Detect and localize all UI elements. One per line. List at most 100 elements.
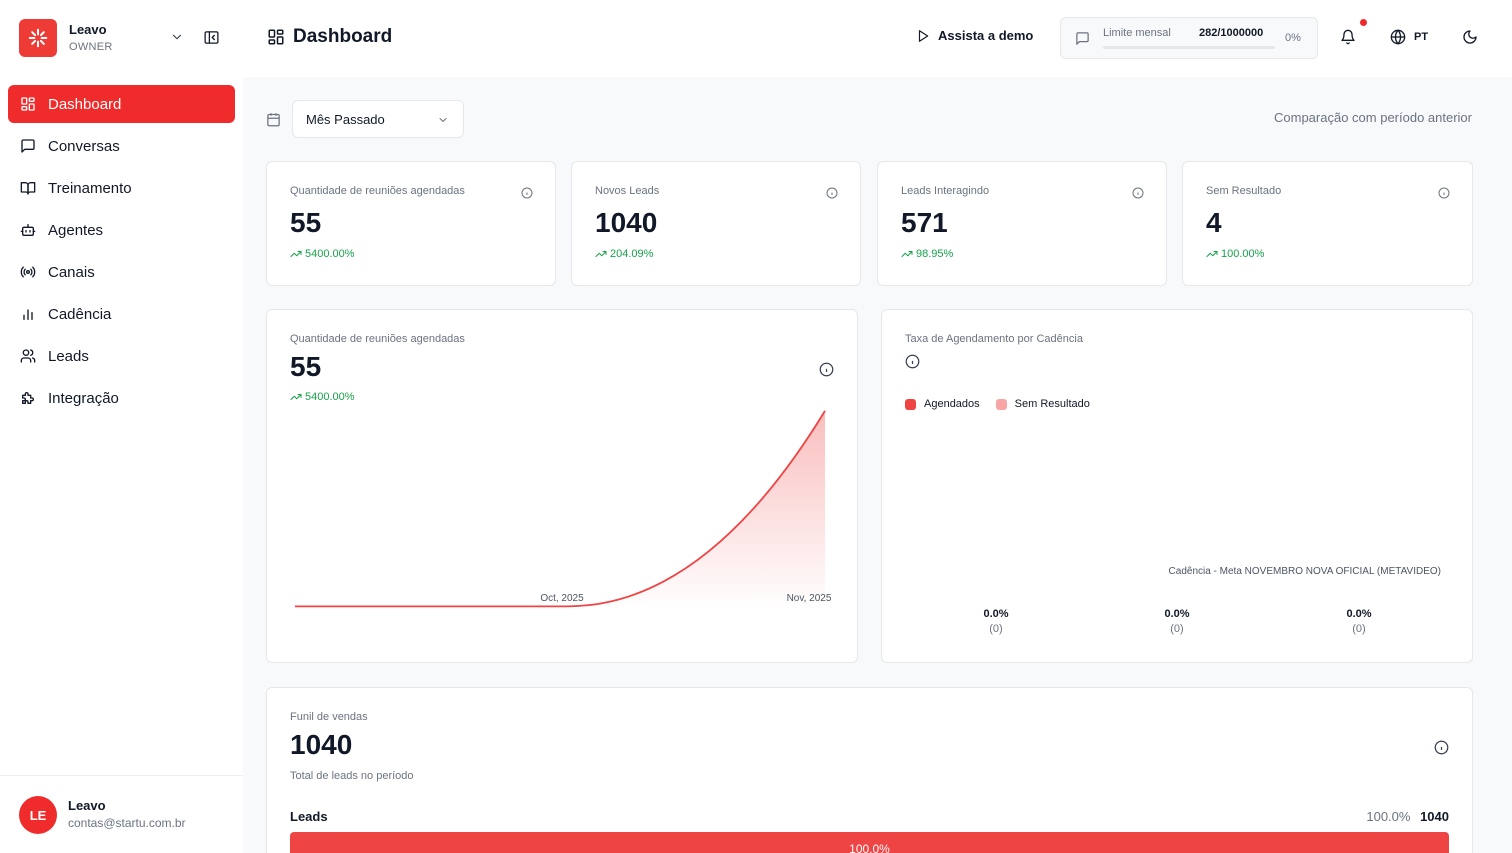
sidebar-item-integracao[interactable]: Integração [8,379,235,417]
cadence-column: 0.0% (0) [1319,608,1399,635]
globe-icon [1390,29,1406,45]
stat-change: 98.95% [901,248,953,260]
comparison-label: Comparação com período anterior [1274,110,1472,125]
trending-up-icon [595,248,607,260]
info-icon[interactable] [1438,186,1450,204]
info-icon[interactable] [1434,740,1449,760]
meetings-line-chart: Oct, 2025 Nov, 2025 [295,410,832,610]
sidebar-item-label: Integração [48,389,119,407]
play-icon [916,29,930,43]
users-icon [20,348,36,364]
chart-label: Quantidade de reuniões agendadas [290,333,465,345]
x-tick-label: Oct, 2025 [540,593,584,604]
sidebar-item-cadencia[interactable]: Cadência [8,295,235,333]
workspace-name: Leavo [69,21,107,37]
cadence-column-count: (0) [989,623,1003,635]
info-icon[interactable] [826,186,838,204]
chevron-down-icon[interactable] [170,30,184,49]
stat-change: 204.09% [595,248,653,260]
sidebar-item-agentes[interactable]: Agentes [8,211,235,249]
cadence-column: 0.0% (0) [1137,608,1217,635]
stat-value: 4 [1206,207,1222,238]
user-menu[interactable]: LE Leavo contas@startu.com.br [0,775,243,853]
sidebar-item-leads[interactable]: Leads [8,337,235,375]
watch-demo-button[interactable]: Assista a demo [916,28,1033,43]
workspace-role: OWNER [69,40,113,53]
funnel-value: 1040 [290,729,353,760]
bar-chart-icon [20,306,36,322]
info-icon[interactable] [1132,186,1144,204]
main-content: Mês Passado Comparação com período anter… [243,77,1512,853]
period-select[interactable]: Mês Passado [292,100,464,138]
puzzle-icon [20,390,36,406]
sidebar-nav: Dashboard Conversas Treinamento Agentes … [8,85,235,421]
legend-item-scheduled: Agendados [905,398,980,410]
chat-icon [20,138,36,154]
stat-change: 5400.00% [290,248,355,260]
calendar-icon [266,112,281,132]
sidebar-item-canais[interactable]: Canais [8,253,235,291]
stat-card-no-result: Sem Resultado 4 100.00% [1182,161,1473,286]
stat-value: 55 [290,207,322,238]
sidebar-item-label: Leads [48,347,89,365]
language-selector[interactable]: PT [1390,29,1428,45]
legend-label: Sem Resultado [1014,398,1090,410]
message-icon [1075,31,1090,51]
sidebar-item-label: Treinamento [48,179,132,197]
sidebar-item-treinamento[interactable]: Treinamento [8,169,235,207]
stat-value: 571 [901,207,948,238]
leavo-logo-icon [19,19,57,57]
info-icon[interactable] [521,186,533,204]
chevron-down-icon [437,114,449,129]
cadence-column-count: (0) [1352,623,1366,635]
chart-change: 5400.00% [290,391,355,403]
sales-funnel-card: Funil de vendas 1040 Total de leads no p… [266,687,1473,853]
workspace-switcher[interactable]: Leavo OWNER [19,19,113,57]
period-select-value: Mês Passado [306,111,385,127]
funnel-bar: 100.0% [290,832,1449,853]
bell-icon[interactable] [1340,29,1356,50]
notification-badge [1360,19,1367,26]
monthly-limit-widget: Limite mensal 282/1000000 0% [1060,17,1318,59]
legend-item-no-result: Sem Resultado [995,398,1090,410]
cadence-column: 0.0% (0) [956,608,1036,635]
stat-card-meetings: Quantidade de reuniões agendadas 55 5400… [266,161,556,286]
meetings-chart-card: Quantidade de reuniões agendadas 55 5400… [266,309,858,663]
trending-up-icon [1206,248,1218,260]
language-label: PT [1414,31,1429,43]
monthly-limit-progress [1103,46,1275,49]
info-icon[interactable] [905,354,920,374]
user-name: Leavo [68,798,106,813]
stat-label: Quantidade de reuniões agendadas [290,185,465,197]
legend-label: Agendados [924,398,980,410]
radio-icon [20,264,36,280]
dashboard-icon [267,28,285,46]
trending-up-icon [901,248,913,260]
sidebar-item-label: Canais [48,263,95,281]
funnel-label: Funil de vendas [290,711,368,723]
monthly-limit-value: 282/1000000 [1199,27,1264,39]
bot-icon [20,222,36,238]
page-title: Dashboard [267,26,392,48]
user-email: contas@startu.com.br [68,816,186,830]
funnel-row-percent: 100.0% [1366,809,1411,824]
sidebar-item-dashboard[interactable]: Dashboard [8,85,235,123]
avatar: LE [19,796,57,834]
cadence-legend: Agendados Sem Resultado [905,398,1106,410]
moon-icon[interactable] [1462,29,1478,50]
monthly-limit-percent: 0% [1285,32,1301,44]
sidebar-item-conversas[interactable]: Conversas [8,127,235,165]
funnel-row-label: Leads [290,809,328,824]
sidebar-item-label: Dashboard [48,95,122,113]
stat-change-value: 5400.00% [305,248,355,260]
cadence-title: Taxa de Agendamento por Cadência [905,333,1083,345]
info-icon[interactable] [819,362,834,382]
stat-label: Novos Leads [595,185,660,197]
funnel-subtitle: Total de leads no período [290,770,414,782]
sidebar-item-label: Cadência [48,305,112,323]
trending-up-icon [290,391,302,403]
book-icon [20,180,36,196]
collapse-sidebar-icon[interactable] [203,29,220,51]
sidebar-item-label: Conversas [48,137,120,155]
sidebar: Leavo OWNER Dashboard Conversas Treiname… [0,0,243,853]
